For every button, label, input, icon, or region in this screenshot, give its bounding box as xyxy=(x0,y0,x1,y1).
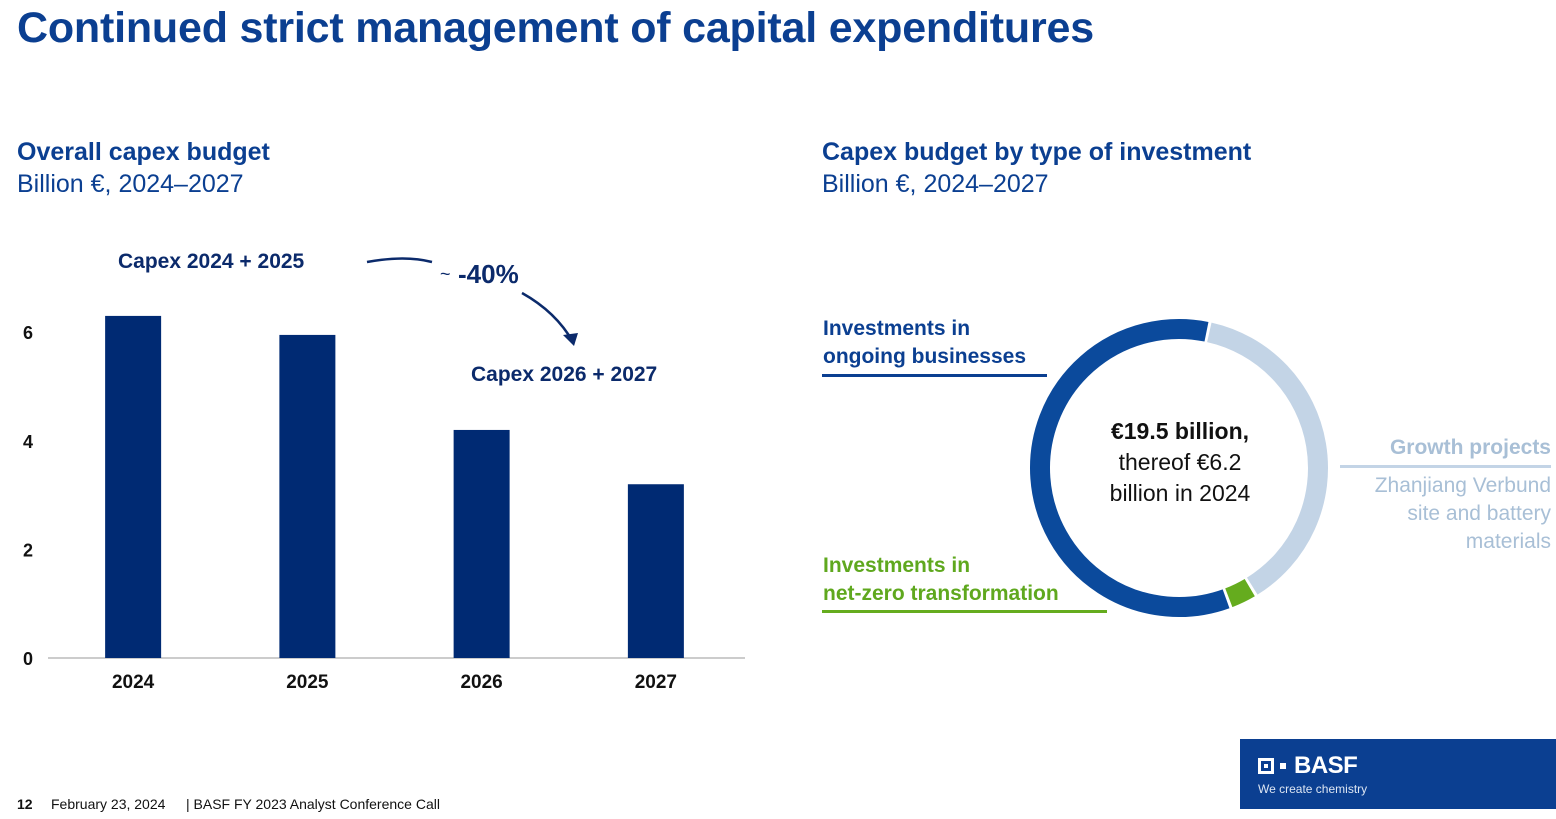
growth-detail-line-3: materials xyxy=(1465,530,1551,553)
ongoing-line-2: ongoing businesses xyxy=(823,345,1027,368)
growth-projects-label: Growth projects xyxy=(1389,436,1551,459)
bar-2027 xyxy=(627,484,684,658)
growth-underline xyxy=(1340,465,1551,468)
bar-2026 xyxy=(453,429,510,658)
page-number: 12 xyxy=(17,796,33,812)
capex-by-type-heading: Capex budget by type of investment xyxy=(822,138,1252,166)
ongoing-businesses-label: Investments in ongoing businesses xyxy=(823,315,1026,371)
growth-detail-line-2: site and battery xyxy=(1407,502,1551,525)
basf-logo-icon xyxy=(1258,758,1274,774)
growth-projects-detail: Zhanjiang Verbund site and battery mater… xyxy=(1321,472,1551,556)
y-tick-label: 2 xyxy=(23,540,33,560)
footer-date: February 23, 2024 xyxy=(51,796,166,812)
donut-total: €19.5 billion, xyxy=(1110,418,1250,444)
capex-2026-2027-label: Capex 2026 + 2027 xyxy=(471,363,658,386)
growth-detail-line-1: Zhanjiang Verbund xyxy=(1374,474,1551,497)
ongoing-underline xyxy=(822,374,1047,377)
netzero-line-2: net-zero transformation xyxy=(823,582,1059,605)
x-tick-label: 2026 xyxy=(460,672,502,693)
y-tick-label: 4 xyxy=(23,432,33,452)
approx-symbol: ~ xyxy=(440,264,451,284)
overall-capex-subheading: Billion €, 2024–2027 xyxy=(17,170,244,198)
net-zero-underline xyxy=(822,610,1107,613)
donut-slice-2 xyxy=(1225,578,1255,608)
logo-tagline: We create chemistry xyxy=(1258,782,1368,796)
page-title: Continued strict management of capital e… xyxy=(17,4,1094,52)
y-tick-label: 6 xyxy=(23,323,33,343)
donut-center-text: €19.5 billion, thereof €6.2 billion in 2… xyxy=(1080,416,1280,509)
donut-slice-1 xyxy=(1207,322,1328,595)
x-tick-label: 2024 xyxy=(112,672,155,693)
capex-change-label: -40% xyxy=(458,259,519,289)
capex-by-type-subheading: Billion €, 2024–2027 xyxy=(822,170,1049,198)
overall-capex-heading: Overall capex budget xyxy=(17,138,270,166)
x-tick-label: 2025 xyxy=(286,672,329,693)
logo-dot xyxy=(1280,763,1286,769)
bar-2024 xyxy=(105,315,162,658)
capex-2024-2025-label: Capex 2024 + 2025 xyxy=(118,250,305,273)
basf-logo: BASF We create chemistry xyxy=(1240,739,1556,809)
donut-center-line-2: thereof €6.2 xyxy=(1118,449,1242,475)
ongoing-line-1: Investments in xyxy=(823,317,971,340)
logo-wordmark: BASF xyxy=(1294,752,1358,779)
capex-bar-chart: 0 2 4 6 2024 2025 2026 2027 xyxy=(23,315,745,693)
donut-center-line-3: billion in 2024 xyxy=(1109,480,1251,506)
bar-2025 xyxy=(279,334,336,658)
y-tick-label: 0 xyxy=(23,649,33,669)
net-zero-label: Investments in net-zero transformation xyxy=(823,552,1059,608)
x-tick-label: 2027 xyxy=(635,672,677,693)
footer-event: | BASF FY 2023 Analyst Conference Call xyxy=(186,796,440,812)
netzero-line-1: Investments in xyxy=(823,554,971,577)
capex-donut-chart xyxy=(1030,319,1328,617)
donut-slice-0 xyxy=(1030,319,1230,617)
